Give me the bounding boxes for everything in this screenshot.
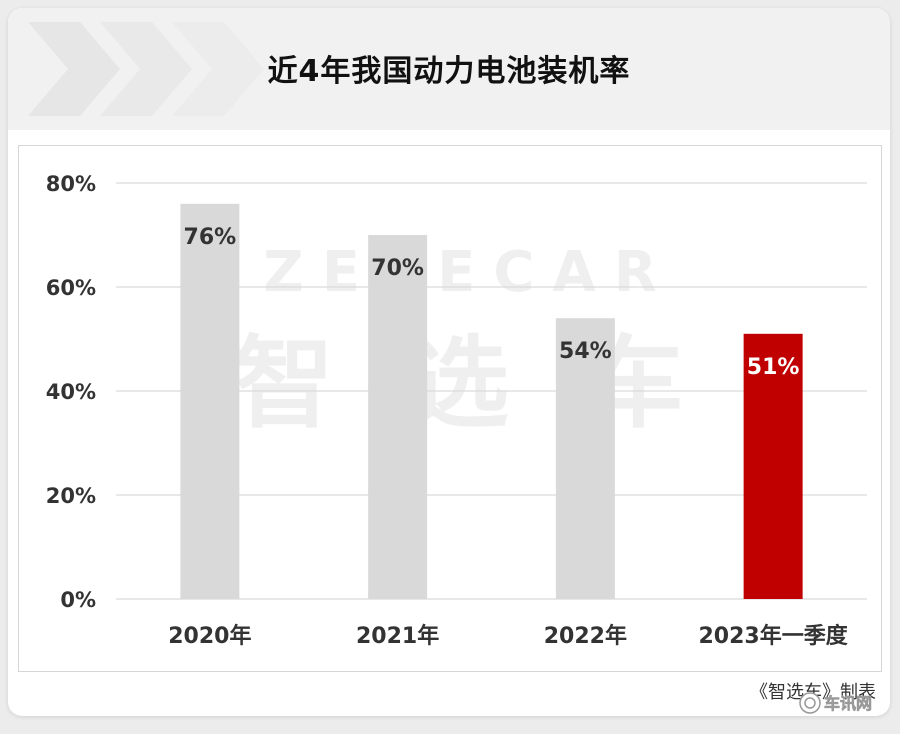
x-tick-label: 2023年一季度	[699, 623, 849, 649]
header-band: 近4年我国动力电池装机率	[8, 8, 890, 130]
y-tick-label: 80%	[46, 172, 96, 196]
x-tick-label: 2020年	[168, 623, 251, 649]
plot-area: ZECECAR 智 选 车 0% 20% 40% 60% 80% 76% 70% 54% 51…	[18, 145, 882, 672]
grid-lines	[116, 182, 867, 600]
watermark-latin: ZECECAR	[263, 240, 675, 305]
bars	[180, 203, 803, 600]
y-axis-ticks: 0% 20% 40% 60% 80%	[46, 172, 96, 612]
bar-2023年一季度	[743, 333, 803, 599]
data-label: 70%	[371, 256, 424, 281]
watermark: ZECECAR 智 选 车	[234, 240, 704, 442]
data-label: 51%	[747, 355, 800, 380]
x-tick-label: 2021年	[356, 623, 439, 649]
watermark-cjk: 智 选 车	[234, 325, 704, 442]
logo-icon: 车讯网	[799, 692, 872, 714]
data-label: 76%	[184, 225, 237, 250]
chart-card: 近4年我国动力电池装机率 ZECECAR 智 选 车 0% 20% 40% 60% 80…	[8, 8, 890, 716]
bar-2022年	[555, 318, 615, 599]
bar-2020年	[180, 203, 240, 600]
y-tick-label: 60%	[46, 276, 96, 300]
x-tick-label: 2022年	[544, 623, 627, 649]
bar-chart: ZECECAR 智 选 车 0% 20% 40% 60% 80% 76% 70% 54% 51…	[46, 172, 867, 649]
y-tick-label: 20%	[46, 484, 96, 508]
logo-text: 车讯网	[824, 694, 872, 713]
bar-2021年	[368, 235, 428, 599]
data-label: 54%	[559, 339, 612, 364]
chevron-decoration-icon	[28, 22, 264, 116]
chart-title: 近4年我国动力电池装机率	[267, 54, 631, 89]
source-note: 《智选车》制表	[750, 682, 876, 703]
y-tick-label: 40%	[46, 380, 96, 404]
data-labels: 76% 70% 54% 51%	[184, 225, 800, 380]
y-tick-label: 0%	[60, 588, 96, 612]
x-axis-ticks: 2020年 2021年 2022年 2023年一季度	[168, 623, 848, 649]
